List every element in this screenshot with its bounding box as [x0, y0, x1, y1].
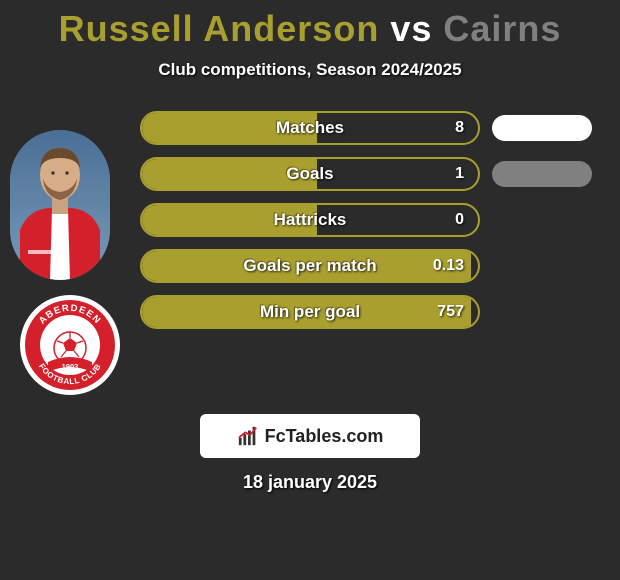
stat-value: 8	[455, 113, 464, 143]
stats-bars: Matches 8 Goals 1 Hattricks 0	[140, 110, 600, 330]
comparison-pill	[492, 161, 592, 187]
brand-icon	[237, 425, 259, 447]
brand-text: FcTables.com	[265, 426, 384, 447]
stat-value: 0.13	[433, 251, 464, 281]
club-year-text: 1903	[62, 362, 79, 371]
stat-row-min-per-goal: Min per goal 757	[140, 294, 600, 330]
footer-date: 18 january 2025	[0, 472, 620, 493]
page-title: Russell Anderson vs Cairns	[0, 0, 620, 50]
comparison-pill	[492, 115, 592, 141]
stat-bar: Hattricks 0	[140, 203, 480, 237]
title-vs: vs	[379, 8, 443, 49]
stat-value: 0	[455, 205, 464, 235]
title-player2: Cairns	[443, 8, 561, 49]
main-content: Salti 1903 ABERDEEN F	[0, 110, 620, 330]
stat-label: Matches	[142, 113, 478, 143]
stat-label: Hattricks	[142, 205, 478, 235]
stat-row-matches: Matches 8	[140, 110, 600, 146]
stat-value: 757	[437, 297, 464, 327]
stat-bar: Min per goal 757	[140, 295, 480, 329]
svg-text:Salti: Salti	[50, 267, 69, 277]
stat-label: Goals per match	[142, 251, 478, 281]
stat-row-hattricks: Hattricks 0	[140, 202, 600, 238]
stat-bar: Goals 1	[140, 157, 480, 191]
title-player1: Russell Anderson	[59, 8, 380, 49]
club-logo: 1903 ABERDEEN FOOTBALL CLUB	[20, 290, 120, 400]
stat-row-goals: Goals 1	[140, 156, 600, 192]
stat-row-goals-per-match: Goals per match 0.13	[140, 248, 600, 284]
brand-badge: FcTables.com	[200, 414, 420, 458]
stat-label: Goals	[142, 159, 478, 189]
stat-value: 1	[455, 159, 464, 189]
stat-label: Min per goal	[142, 297, 478, 327]
player-avatar: Salti	[10, 130, 110, 280]
subtitle: Club competitions, Season 2024/2025	[0, 60, 620, 80]
stat-bar: Goals per match 0.13	[140, 249, 480, 283]
stat-bar: Matches 8	[140, 111, 480, 145]
